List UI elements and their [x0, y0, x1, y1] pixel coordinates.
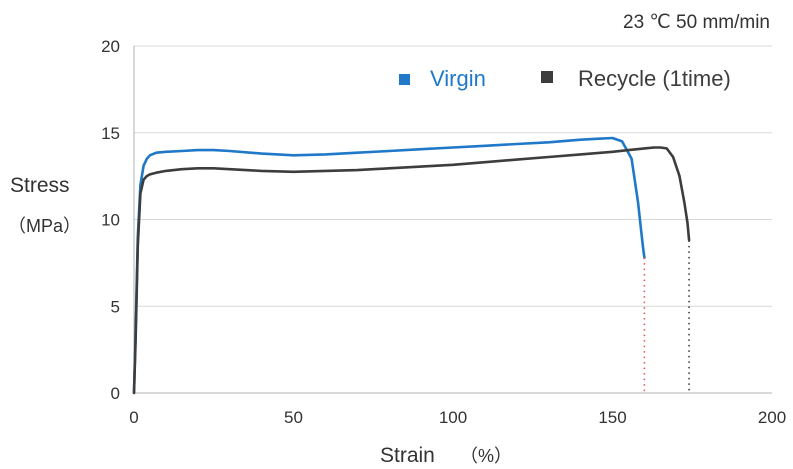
y-tick-label-15: 15 [101, 124, 120, 143]
series-lines [132, 136, 691, 395]
y-tick-label-5: 5 [111, 297, 120, 316]
x-axis-title: Strain [380, 444, 435, 467]
x-tick-label-150: 150 [598, 408, 626, 427]
legend-label-virgin: Virgin [430, 66, 486, 91]
y-tick-label-0: 0 [111, 384, 120, 403]
x-tick-label-100: 100 [439, 408, 467, 427]
x-tick-label-0: 0 [129, 408, 138, 427]
legend-label-recycle: Recycle (1time) [578, 66, 731, 91]
legend-swatch-virgin [399, 74, 410, 85]
y-tick-label-20: 20 [101, 37, 120, 56]
x-tick-label-50: 50 [284, 408, 303, 427]
test-conditions-annotation: 23 ℃ 50 mm/min [623, 12, 770, 33]
y-axis-unit: （MPa） [8, 216, 81, 236]
legend: Virgin Recycle (1time) [399, 66, 731, 91]
legend-swatch-recycle [541, 71, 553, 83]
x-tick-label-200: 200 [758, 408, 786, 427]
y-axis-title: Stress [10, 174, 70, 197]
axes [133, 46, 772, 394]
x-axis-unit: （%） [460, 446, 512, 466]
grid-lines [134, 45, 772, 307]
y-tick-label-10: 10 [101, 211, 120, 230]
series-line-virgin [132, 136, 646, 395]
series-line-recycle [132, 146, 691, 395]
